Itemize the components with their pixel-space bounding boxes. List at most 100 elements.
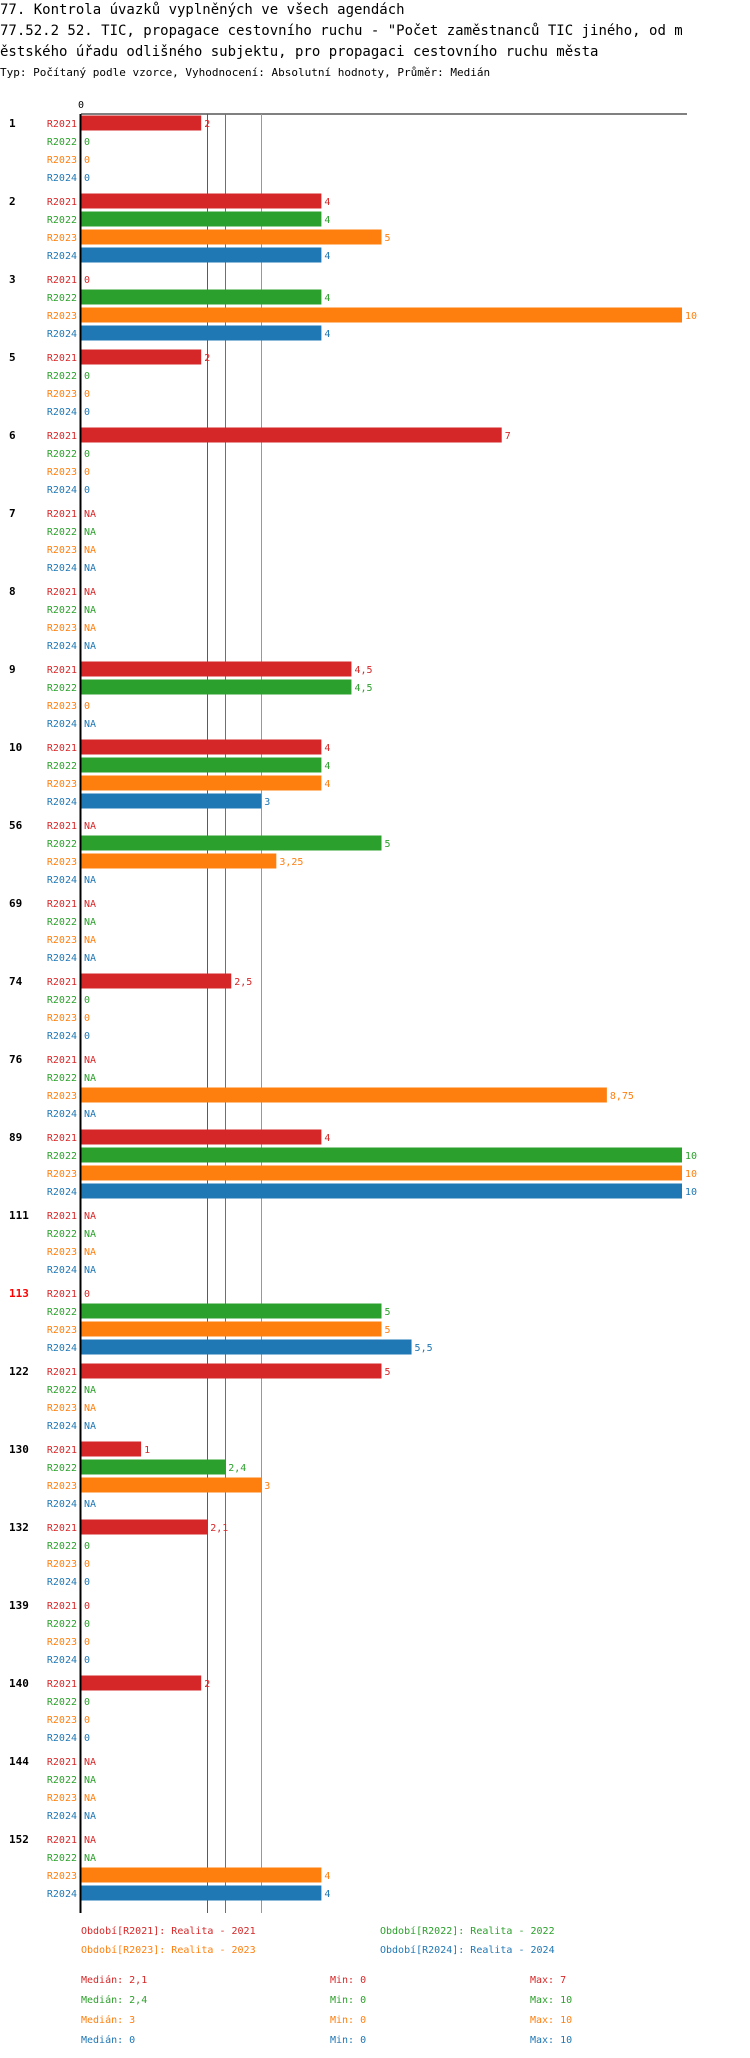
bar [81, 1477, 262, 1493]
series-label: R2022 [47, 1229, 77, 1240]
group-label: 152 [9, 1833, 29, 1846]
group-label: 9 [9, 663, 16, 676]
series-label: R2024 [47, 1343, 77, 1354]
value-label: 10 [685, 1151, 697, 1162]
value-label: 0 [84, 1733, 90, 1744]
bar [81, 247, 322, 263]
value-label: 3 [264, 1481, 270, 1492]
series-label: R2021 [47, 1133, 77, 1144]
bar [81, 229, 382, 245]
series-label: R2024 [47, 1499, 77, 1510]
series-label: R2021 [47, 1835, 77, 1846]
series-label: R2021 [47, 821, 77, 832]
value-label: 0 [84, 407, 90, 418]
group-label: 144 [9, 1755, 29, 1768]
group-label: 56 [9, 819, 23, 832]
series-label: R2023 [47, 1325, 77, 1336]
stat-min: Min: 0 [330, 1975, 366, 1986]
series-label: R2022 [47, 293, 77, 304]
value-label: 0 [84, 449, 90, 460]
stat-median: Medián: 2,1 [81, 1974, 147, 1986]
value-label: 0 [84, 995, 90, 1006]
group-label: 89 [9, 1131, 22, 1144]
value-label: 4 [324, 1889, 330, 1900]
bar [81, 757, 322, 773]
series-label: R2024 [47, 563, 77, 574]
series-label: R2022 [47, 683, 77, 694]
value-label: 10 [685, 1187, 697, 1198]
bar [81, 853, 277, 869]
chart-title-line-1: 77. Kontrola úvazků vyplněných ve všech … [0, 2, 405, 18]
value-label: NA [84, 1211, 96, 1222]
series-label: R2024 [47, 1265, 77, 1276]
series-label: R2023 [47, 623, 77, 634]
value-label: NA [84, 1109, 96, 1120]
bar [81, 1885, 322, 1901]
series-label: R2024 [47, 251, 77, 262]
value-label: NA [84, 605, 96, 616]
chart-title-line-3: ěstského úřadu odlišného subjektu, pro p… [0, 44, 599, 60]
series-label: R2023 [47, 389, 77, 400]
bar [81, 739, 322, 755]
series-label: R2024 [47, 1811, 77, 1822]
value-label: 4,5 [354, 665, 372, 676]
series-label: R2023 [47, 1013, 77, 1024]
value-label: 0 [84, 701, 90, 712]
value-label: NA [84, 1403, 96, 1414]
value-label: NA [84, 545, 96, 556]
bar [81, 1087, 607, 1103]
value-label: 0 [84, 389, 90, 400]
series-label: R2022 [47, 137, 77, 148]
value-label: NA [84, 1073, 96, 1084]
value-label: NA [84, 563, 96, 574]
value-label: 0 [84, 485, 90, 496]
group-label: 69 [9, 897, 22, 910]
series-label: R2022 [47, 1463, 77, 1474]
bar [81, 211, 322, 227]
group-label: 140 [9, 1677, 29, 1690]
value-label: 4 [324, 329, 330, 340]
group-label: 6 [9, 429, 16, 442]
value-label: NA [84, 1853, 96, 1864]
series-label: R2022 [47, 761, 77, 772]
bar [81, 793, 262, 809]
group-label: 111 [9, 1209, 29, 1222]
value-label: NA [84, 1421, 96, 1432]
series-label: R2023 [47, 1793, 77, 1804]
group-label: 76 [9, 1053, 23, 1066]
series-label: R2022 [47, 1151, 77, 1162]
series-label: R2021 [47, 431, 77, 442]
bar [81, 427, 502, 443]
value-label: 0 [84, 1013, 90, 1024]
bar [81, 349, 202, 365]
bar [81, 1129, 322, 1145]
value-label: 4 [324, 761, 330, 772]
bar [81, 835, 382, 851]
value-label: 5 [385, 233, 391, 244]
group-label: 2 [9, 195, 16, 208]
value-label: NA [84, 935, 96, 946]
series-label: R2021 [47, 197, 77, 208]
value-label: NA [84, 917, 96, 928]
value-label: 3,25 [279, 857, 303, 868]
value-label: 0 [84, 1655, 90, 1666]
value-label: NA [84, 1265, 96, 1276]
value-label: NA [84, 1247, 96, 1258]
value-label: NA [84, 899, 96, 910]
value-label: NA [84, 527, 96, 538]
series-label: R2021 [47, 1289, 77, 1300]
series-label: R2022 [47, 1619, 77, 1630]
series-label: R2023 [47, 1637, 77, 1648]
bar [81, 115, 202, 131]
value-label: 5 [385, 1325, 391, 1336]
bar [81, 1363, 382, 1379]
chart-subtitle: Typ: Počítaný podle vzorce, Vyhodnocení:… [0, 66, 491, 79]
axis-zero-label: 0 [78, 100, 84, 111]
series-label: R2024 [47, 797, 77, 808]
group-label: 7 [9, 507, 16, 520]
value-label: 2 [204, 353, 210, 364]
value-label: 4 [324, 215, 330, 226]
legend-entry-r2022: Období[R2022]: Realita - 2022 [380, 1925, 555, 1937]
stat-min: Min: 0 [330, 2015, 366, 2026]
series-label: R2023 [47, 155, 77, 166]
